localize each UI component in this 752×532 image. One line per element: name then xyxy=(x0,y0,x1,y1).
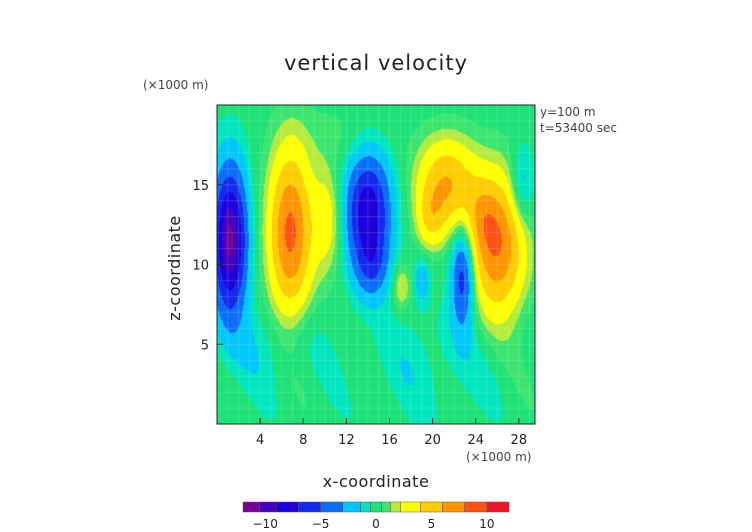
colorbar-swatch xyxy=(276,501,299,513)
y-tick-label: 15 xyxy=(192,179,209,194)
colorbar-swatch xyxy=(420,501,443,513)
y-tick-label: 10 xyxy=(192,259,209,274)
colorbar-ticks: −10 −5 0 5 10 xyxy=(253,517,495,531)
x-axis-label: x-coordinate xyxy=(323,472,430,491)
y-tick-label: 5 xyxy=(201,338,209,353)
colorbar-swatch xyxy=(390,501,401,513)
colorbar-tick-label: 5 xyxy=(428,517,436,531)
x-tick-label: 24 xyxy=(467,433,484,448)
colorbar xyxy=(242,501,510,513)
colorbar-tick-label: −5 xyxy=(312,517,330,531)
colorbar-swatch xyxy=(360,501,371,513)
colorbar-tick-label: −10 xyxy=(253,517,278,531)
colorbar-swatch xyxy=(320,501,344,513)
colorbar-swatch xyxy=(381,501,391,513)
x-tick-label: 20 xyxy=(424,433,441,448)
colorbar-swatch xyxy=(400,501,421,513)
heatmap-canvas xyxy=(217,105,535,424)
x-tick-label: 12 xyxy=(338,433,355,448)
colorbar-swatch xyxy=(442,501,465,513)
colorbar-swatch xyxy=(242,501,260,513)
colorbar-swatch xyxy=(259,501,277,513)
annotation-y: y=100 m xyxy=(540,105,596,119)
y-axis-label: z-coordinate xyxy=(165,215,184,321)
x-tick-label: 8 xyxy=(299,433,307,448)
chart-title: vertical velocity xyxy=(284,51,468,75)
x-tick-label: 16 xyxy=(381,433,398,448)
colorbar-tick-label: 0 xyxy=(372,517,380,531)
colorbar-swatch xyxy=(342,501,361,513)
colorbar-swatch xyxy=(464,501,488,513)
x-tick-label: 28 xyxy=(511,433,528,448)
y-axis-ticks: 5 10 15 xyxy=(192,179,223,353)
plot-area xyxy=(216,104,536,425)
x-tick-label: 4 xyxy=(256,433,264,448)
colorbar-tick-label: 10 xyxy=(479,517,494,531)
colorbar-swatch xyxy=(370,501,382,513)
colorbar-swatch xyxy=(298,501,321,513)
annotation-t: t=53400 sec xyxy=(540,121,617,135)
y-unit-label: (×1000 m) xyxy=(143,78,208,92)
x-unit-label: (×1000 m) xyxy=(466,450,531,464)
colorbar-swatch xyxy=(486,501,510,513)
x-axis-ticks: 4 8 12 16 20 24 28 xyxy=(256,418,527,448)
